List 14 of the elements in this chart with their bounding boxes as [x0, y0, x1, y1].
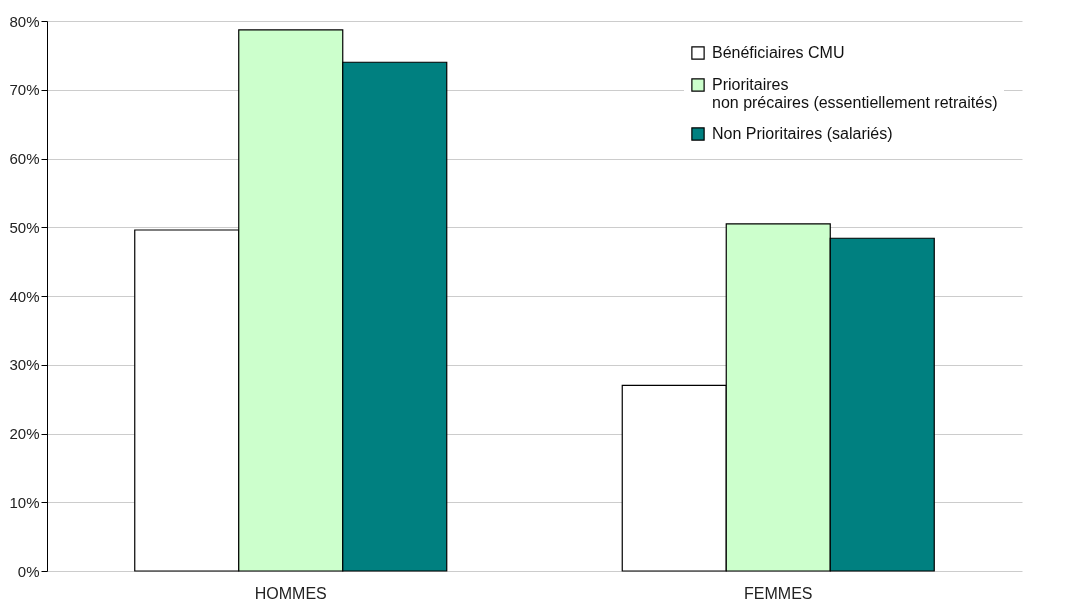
- legend-label: Non Prioritaires (salariés): [712, 125, 893, 142]
- y-tick-label: 0%: [17, 562, 40, 580]
- y-tick-label: 80%: [9, 12, 40, 30]
- y-tick-label: 20%: [9, 425, 40, 442]
- y-tick-label: 30%: [9, 356, 40, 374]
- y-tick-label: 70%: [9, 81, 40, 99]
- legend-label: Bénéficiaires CMU: [712, 44, 845, 61]
- y-tick-label: 50%: [9, 218, 40, 236]
- legend-label: Prioritaires non précaires (essentiellement retraités): [712, 76, 998, 111]
- x-tick-label: FEMMES: [744, 584, 813, 602]
- x-tick-label: HOMMES: [254, 584, 327, 602]
- y-tick-label: 10%: [9, 493, 40, 511]
- y-tick-label: 40%: [9, 287, 40, 305]
- y-tick-label: 60%: [9, 150, 40, 167]
